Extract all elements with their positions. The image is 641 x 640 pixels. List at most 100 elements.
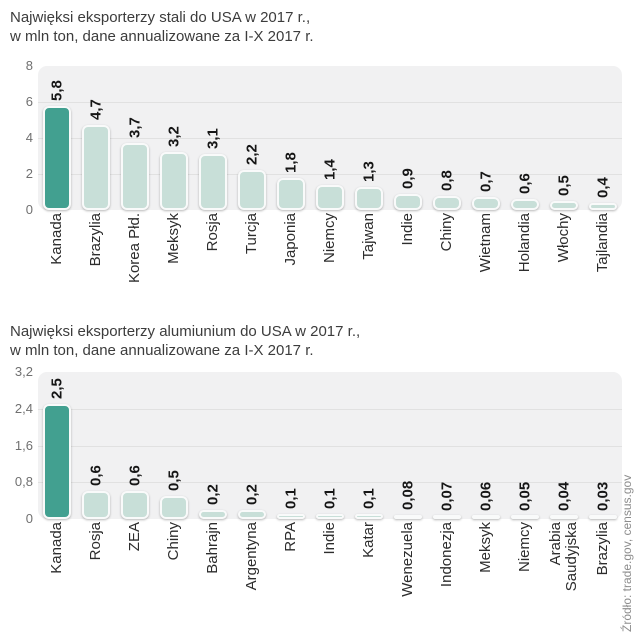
bar [549,201,578,210]
category-label: Kanada [48,522,66,574]
category-label: Turcja [243,213,261,255]
category-label: Arabia Saudyjska [546,522,580,592]
bar-column: 0,05 [505,372,544,519]
value-label: 0,2 [204,483,222,505]
bar-column: 0,2 [194,372,233,519]
category-label: Chiny [165,522,183,561]
category-label: Niemcy [515,522,533,573]
steel-chart-section: Najwięksi eksporterzy stali do USA w 201… [0,0,641,312]
value-label: 0,1 [360,488,378,510]
bar-column: 2,2 [233,66,272,210]
value-label: 1,3 [360,160,378,182]
bar-column: 1,3 [350,66,389,210]
steel-chart-body: 8 6 4 2 0 5,8 4,7 3,7 3,2 3,1 2,2 1,8 1,4 1,3 0,9 0,8 0,… [0,58,641,312]
bar-column: 3,2 [155,66,194,210]
bar [354,186,383,210]
category-cell: Meksyk [155,210,194,312]
value-label: 3,1 [204,128,222,150]
bar-column: 0,9 [388,66,427,210]
value-label: 0,6 [126,465,144,487]
bar [82,491,111,519]
category-cell: Wietnam [466,210,505,312]
value-label: 0,04 [555,481,573,511]
category-cell: Meksyk [466,519,505,631]
y-tick: 0 [25,202,33,217]
category-label: Japonia [282,213,300,266]
steel-chart-title: Najwięksi eksporterzy stali do USA w 201… [10,0,622,46]
bar-column: 1,8 [272,66,311,210]
value-label: 0,2 [243,483,261,505]
category-label: Bahrajn [204,522,222,574]
bar [43,404,72,519]
gridline [38,138,622,139]
gridline [38,174,622,175]
bar [432,515,461,519]
category-cell: Rosja [194,210,233,312]
value-label: 0,06 [477,481,495,511]
category-label: Argentyna [243,522,261,591]
bar [588,202,617,210]
aluminium-chart-section: Najwięksi eksporterzy alumiunium do USA … [0,322,641,631]
category-label: Włochy [554,213,572,263]
gridline [38,102,622,103]
bar-column: 5,8 [38,66,77,210]
bar-column: 0,6 [116,372,155,519]
bar-column: 0,07 [427,372,466,519]
bar [432,195,461,210]
bar-column: 0,1 [272,372,311,519]
value-label: 0,6 [87,465,105,487]
category-label: Niemcy [321,213,339,264]
category-label: Indonezja [437,522,455,588]
y-tick: 2,4 [14,400,33,416]
category-cell: Rosja [77,519,116,631]
bar-column: 0,5 [155,372,194,519]
value-label: 3,7 [126,117,144,139]
bar [316,514,345,519]
aluminium-chart-title: Najwięksi eksporterzy alumiunium do USA … [10,322,622,360]
category-cell: Katar [350,519,389,631]
bar [471,197,500,210]
y-axis: 8 6 4 2 0 [0,58,33,312]
category-labels-row: Kanada Brazylia Korea Płd. Meksyk Rosja Turcj… [38,210,622,312]
category-cell: Włochy [544,210,583,312]
category-cell: Bahrajn [194,519,233,631]
bar-column: 0,2 [233,372,272,519]
bar-column: 0,6 [77,372,116,519]
y-tick: 0 [25,511,33,526]
bar-column: 1,4 [311,66,350,210]
category-cell: Arabia Saudyjska [544,519,583,631]
bar [549,515,578,519]
bar [277,514,306,519]
bar-column: 0,06 [466,372,505,519]
category-cell: ZEA [116,519,155,631]
category-cell: Wenezuela [388,519,427,631]
category-cell: Kanada [38,519,77,631]
bar-column: 3,7 [116,66,155,210]
y-tick: 3,2 [14,364,33,379]
bar [82,125,111,210]
category-label: Meksyk [476,522,494,573]
value-label: 1,8 [282,151,300,173]
category-label: Wietnam [476,213,494,273]
bar-column: 0,1 [311,372,350,519]
category-label: Brazylia [87,213,105,267]
category-label: Korea Płd. [126,213,144,284]
aluminium-chart-title-line1: Najwięksi eksporterzy alumiunium do USA … [10,323,361,340]
category-cell: Indonezja [427,519,466,631]
category-cell: Korea Płd. [116,210,155,312]
category-cell: Indie [388,210,427,312]
y-axis: 3,2 2,4 1,6 0,8 0 [0,364,33,631]
category-label: Holandia [515,213,533,273]
bar-column: 0,04 [544,372,583,519]
category-label: Kanada [48,213,66,265]
plot-area: 5,8 4,7 3,7 3,2 3,1 2,2 1,8 1,4 1,3 0,9 0,8 0,7 0,6 0… [38,66,622,210]
bar [121,143,150,210]
category-cell: Holandia [505,210,544,312]
bar-column: 0,08 [388,372,427,519]
y-tick: 0,8 [14,474,33,490]
steel-chart-title-line2: w mln ton, dane annualizowane za I-X 201… [10,28,314,45]
value-label: 0,7 [477,171,495,193]
category-cell: Tajlandia [583,210,622,312]
aluminium-chart-title-line2: w mln ton, dane annualizowane za I-X 201… [10,342,314,359]
bar [199,154,228,210]
